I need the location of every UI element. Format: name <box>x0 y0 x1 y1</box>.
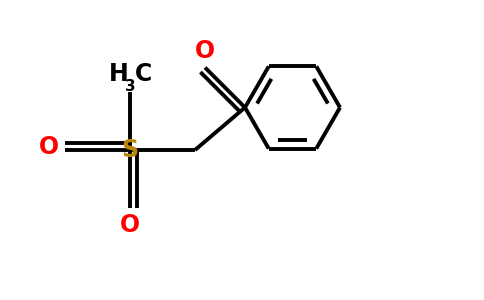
Text: C: C <box>135 62 152 86</box>
Text: O: O <box>39 135 59 159</box>
Text: O: O <box>120 212 140 236</box>
Text: S: S <box>121 138 138 162</box>
Text: O: O <box>195 40 215 64</box>
Text: H: H <box>108 62 128 86</box>
Text: 3: 3 <box>124 79 135 94</box>
